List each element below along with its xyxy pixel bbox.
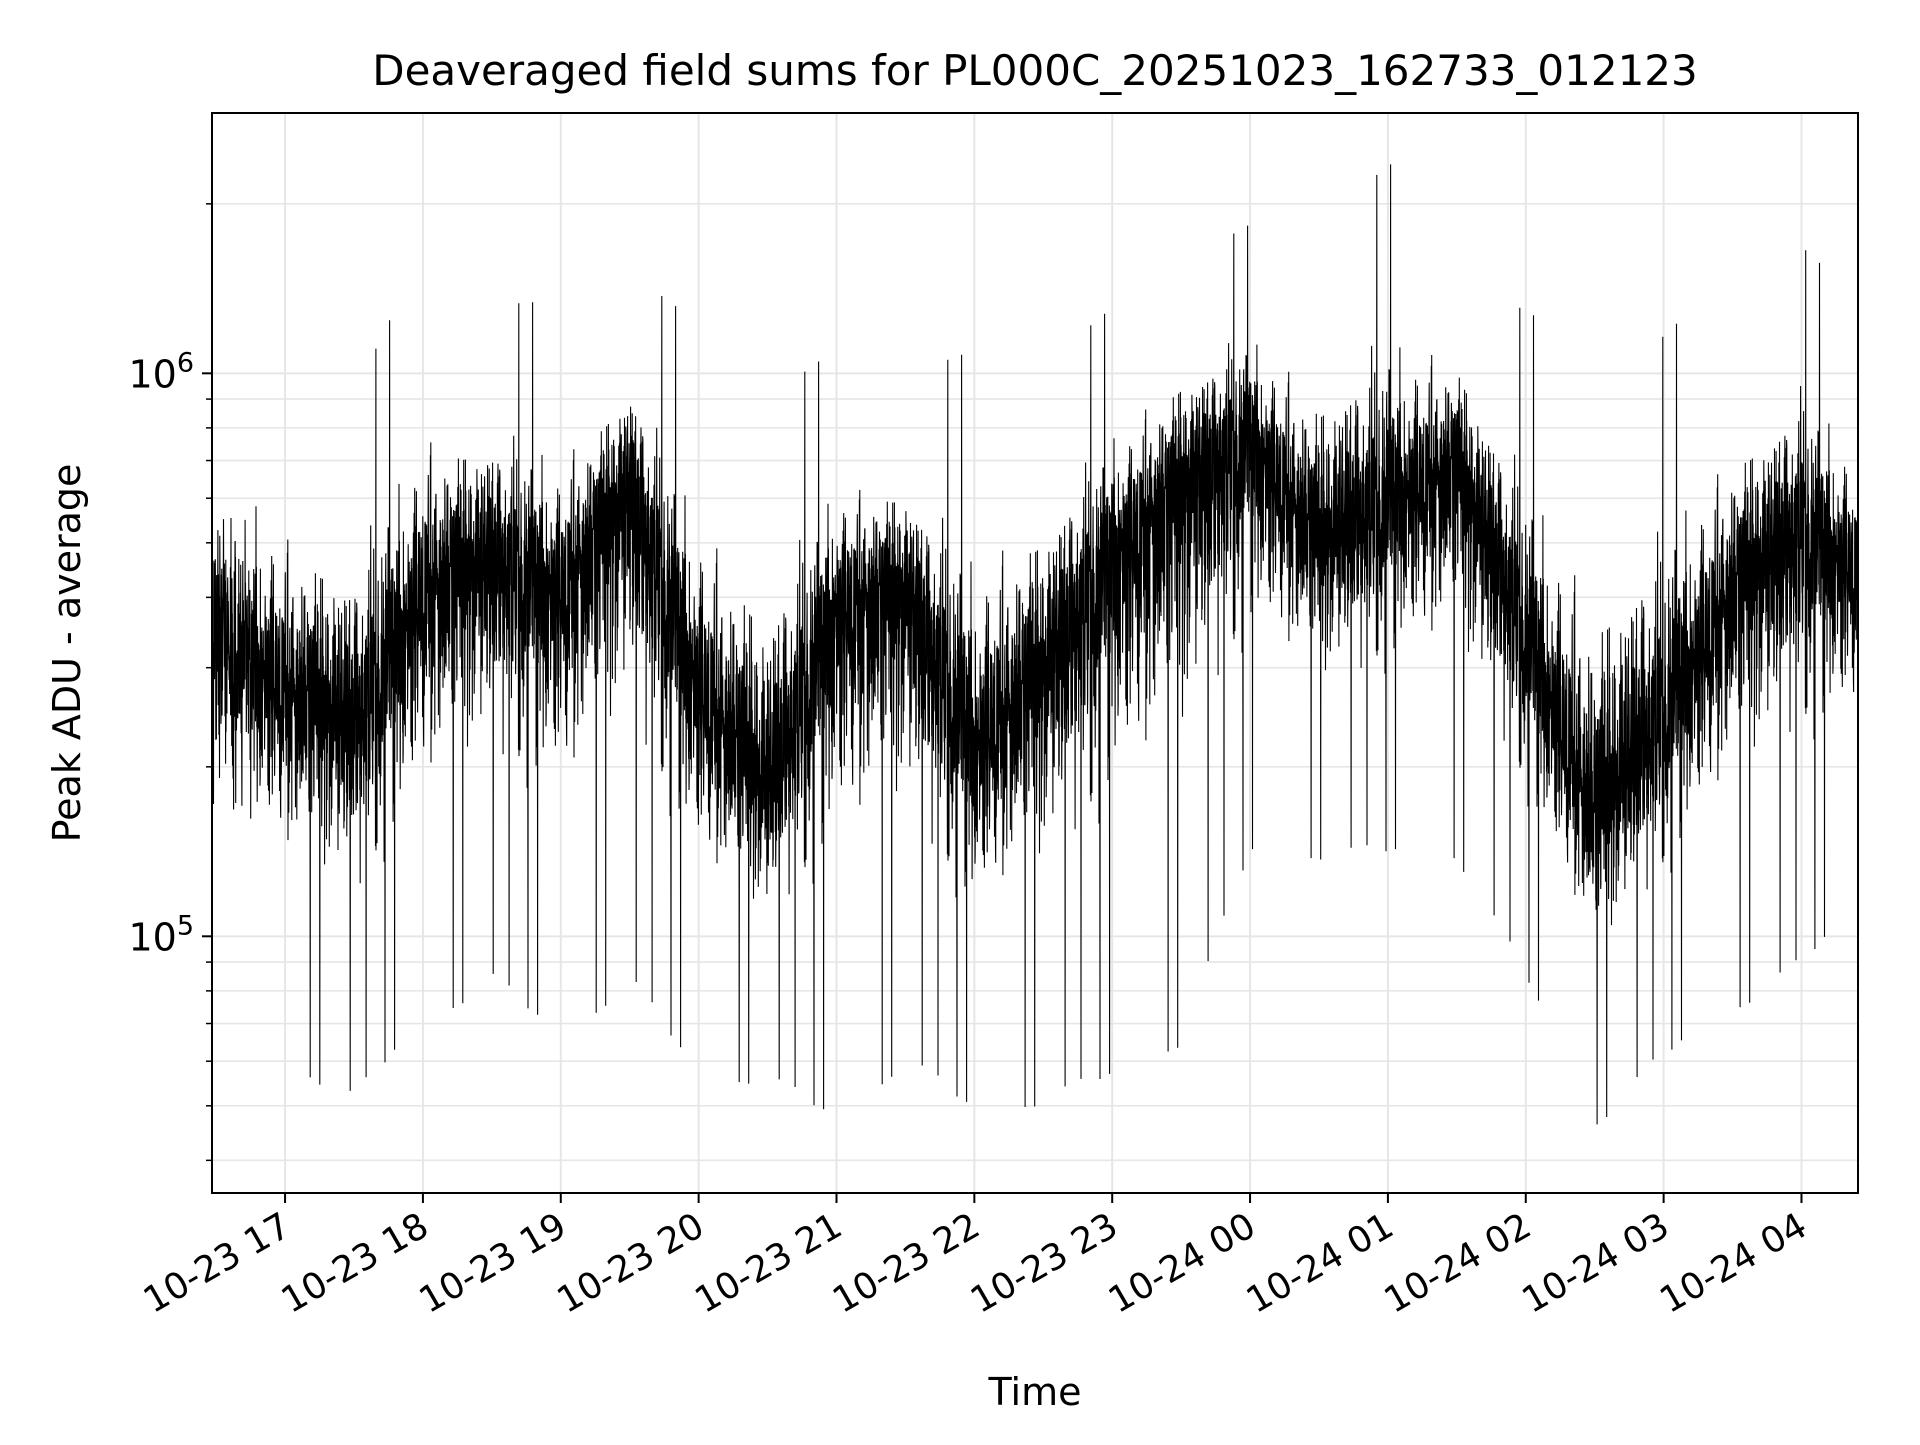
y-tick-label: 106 xyxy=(128,347,194,396)
y-tick-label: 105 xyxy=(128,910,194,959)
plot-frame xyxy=(211,112,1859,1194)
y-axis-label: Peak ADU - average xyxy=(45,464,89,843)
chart-title: Deaveraged field sums for PL000C_2025102… xyxy=(372,46,1698,95)
y-axis: 105 106 xyxy=(128,203,212,1162)
x-axis-label: Time xyxy=(988,1370,1082,1414)
series-line xyxy=(211,164,1859,1125)
data-area xyxy=(211,164,1859,1125)
